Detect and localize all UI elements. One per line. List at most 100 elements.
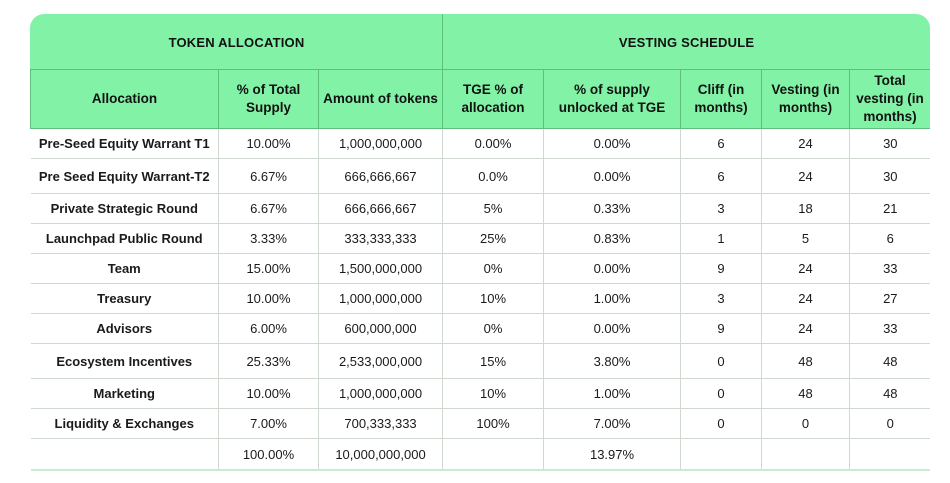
group-header-vesting-schedule: VESTING SCHEDULE [442, 14, 930, 70]
cell-vesting: 24 [761, 313, 851, 344]
cell-pct-total-supply: 10.00% [218, 128, 319, 159]
cell-total-tge-empty [442, 438, 545, 471]
column-header-pct-total-supply: % of Total Supply [218, 69, 319, 129]
cell-vesting: 48 [761, 343, 851, 379]
cell-tge-pct: 25% [442, 223, 545, 254]
cell-total-cliff-empty [680, 438, 763, 471]
cell-amount: 1,000,000,000 [317, 378, 444, 409]
cell-allocation-name: Marketing [30, 378, 219, 409]
cell-vesting: 24 [761, 158, 851, 194]
token-allocation-table: TOKEN ALLOCATION VESTING SCHEDULE Alloca… [30, 14, 930, 471]
cell-total-vesting: 48 [849, 378, 930, 409]
cell-allocation-name: Pre-Seed Equity Warrant T1 [30, 128, 219, 159]
cell-vesting: 18 [761, 193, 851, 224]
cell-cliff: 6 [680, 158, 763, 194]
cell-totals-label [30, 438, 219, 471]
cell-supply-unlocked: 0.83% [543, 223, 682, 254]
cell-vesting: 48 [761, 378, 851, 409]
cell-pct-total-supply: 25.33% [218, 343, 319, 379]
cell-amount: 600,000,000 [317, 313, 444, 344]
cell-tge-pct: 10% [442, 283, 545, 314]
cell-amount: 666,666,667 [317, 193, 444, 224]
cell-total-vesting-empty [761, 438, 851, 471]
cell-supply-unlocked: 1.00% [543, 378, 682, 409]
table-row: Liquidity & Exchanges 7.00% 700,333,333 … [30, 408, 930, 439]
cell-tge-pct: 0.0% [442, 158, 545, 194]
cell-vesting: 24 [761, 128, 851, 159]
cell-total-vesting: 33 [849, 253, 930, 284]
cell-amount: 1,500,000,000 [317, 253, 444, 284]
cell-pct-total-supply: 3.33% [218, 223, 319, 254]
cell-cliff: 6 [680, 128, 763, 159]
cell-pct-total-supply: 10.00% [218, 378, 319, 409]
column-header-total-vesting: Total vesting (in months) [849, 69, 930, 129]
column-header-vesting: Vesting (in months) [761, 69, 851, 129]
column-header-allocation: Allocation [30, 69, 219, 129]
cell-pct-total-supply: 7.00% [218, 408, 319, 439]
cell-tge-pct: 10% [442, 378, 545, 409]
cell-pct-total-supply: 6.67% [218, 158, 319, 194]
column-header-cliff: Cliff (in months) [680, 69, 763, 129]
cell-pct-total-supply: 10.00% [218, 283, 319, 314]
cell-total-vesting: 33 [849, 313, 930, 344]
table-row: Marketing 10.00% 1,000,000,000 10% 1.00%… [30, 378, 930, 409]
cell-total-vesting: 21 [849, 193, 930, 224]
column-header-supply-unlocked: % of supply unlocked at TGE [543, 69, 682, 129]
cell-supply-unlocked: 7.00% [543, 408, 682, 439]
cell-supply-unlocked: 0.00% [543, 158, 682, 194]
cell-total-vesting: 48 [849, 343, 930, 379]
table-row: Advisors 6.00% 600,000,000 0% 0.00% 9 24… [30, 313, 930, 344]
group-header-token-allocation: TOKEN ALLOCATION [30, 14, 444, 70]
cell-vesting: 24 [761, 283, 851, 314]
cell-cliff: 3 [680, 193, 763, 224]
cell-cliff: 3 [680, 283, 763, 314]
cell-cliff: 9 [680, 313, 763, 344]
cell-supply-unlocked: 0.00% [543, 313, 682, 344]
cell-total-vesting: 27 [849, 283, 930, 314]
cell-tge-pct: 0% [442, 313, 545, 344]
cell-tge-pct: 100% [442, 408, 545, 439]
table-row: Treasury 10.00% 1,000,000,000 10% 1.00% … [30, 283, 930, 314]
cell-supply-unlocked: 1.00% [543, 283, 682, 314]
totals-row: 100.00% 10,000,000,000 13.97% [30, 438, 930, 471]
cell-cliff: 0 [680, 343, 763, 379]
cell-total-total-vesting-empty [849, 438, 930, 471]
cell-tge-pct: 0.00% [442, 128, 545, 159]
cell-pct-total-supply: 15.00% [218, 253, 319, 284]
table-row: Ecosystem Incentives 25.33% 2,533,000,00… [30, 343, 930, 379]
table-row: Team 15.00% 1,500,000,000 0% 0.00% 9 24 … [30, 253, 930, 284]
cell-vesting: 5 [761, 223, 851, 254]
cell-amount: 333,333,333 [317, 223, 444, 254]
cell-total-vesting: 0 [849, 408, 930, 439]
cell-tge-pct: 5% [442, 193, 545, 224]
cell-vesting: 24 [761, 253, 851, 284]
cell-pct-total-supply: 6.67% [218, 193, 319, 224]
cell-amount: 1,000,000,000 [317, 128, 444, 159]
cell-amount: 2,533,000,000 [317, 343, 444, 379]
cell-supply-unlocked: 0.00% [543, 128, 682, 159]
cell-total-vesting: 30 [849, 128, 930, 159]
cell-vesting: 0 [761, 408, 851, 439]
cell-supply-unlocked: 0.00% [543, 253, 682, 284]
cell-allocation-name: Pre Seed Equity Warrant-T2 [30, 158, 219, 194]
column-header-tge-pct: TGE % of allocation [442, 69, 545, 129]
cell-cliff: 1 [680, 223, 763, 254]
cell-total-vesting: 30 [849, 158, 930, 194]
cell-total-vesting: 6 [849, 223, 930, 254]
cell-allocation-name: Team [30, 253, 219, 284]
cell-allocation-name: Launchpad Public Round [30, 223, 219, 254]
cell-tge-pct: 0% [442, 253, 545, 284]
cell-cliff: 0 [680, 408, 763, 439]
table-row: Pre-Seed Equity Warrant T1 10.00% 1,000,… [30, 128, 930, 159]
cell-tge-pct: 15% [442, 343, 545, 379]
cell-total-amount: 10,000,000,000 [317, 438, 444, 471]
table-row: Pre Seed Equity Warrant-T2 6.67% 666,666… [30, 158, 930, 194]
cell-amount: 666,666,667 [317, 158, 444, 194]
cell-amount: 1,000,000,000 [317, 283, 444, 314]
cell-allocation-name: Advisors [30, 313, 219, 344]
cell-supply-unlocked: 0.33% [543, 193, 682, 224]
cell-amount: 700,333,333 [317, 408, 444, 439]
token-allocation-table-container: TOKEN ALLOCATION VESTING SCHEDULE Alloca… [30, 14, 930, 474]
table-row: Private Strategic Round 6.67% 666,666,66… [30, 193, 930, 224]
cell-allocation-name: Liquidity & Exchanges [30, 408, 219, 439]
